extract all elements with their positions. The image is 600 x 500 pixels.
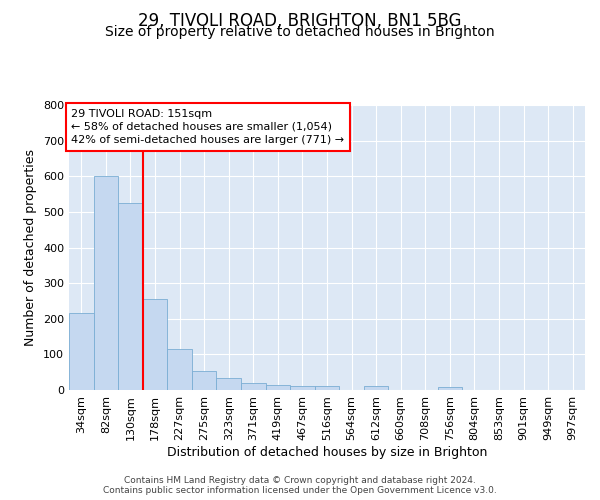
Bar [290,386,315,390]
Bar [241,383,266,390]
Text: Contains HM Land Registry data © Crown copyright and database right 2024.
Contai: Contains HM Land Registry data © Crown c… [103,476,497,495]
Bar [167,349,192,390]
Text: 29, TIVOLI ROAD, BRIGHTON, BN1 5BG: 29, TIVOLI ROAD, BRIGHTON, BN1 5BG [138,12,462,30]
Bar [315,386,339,390]
Bar [143,299,167,390]
Bar [69,314,94,390]
X-axis label: Distribution of detached houses by size in Brighton: Distribution of detached houses by size … [167,446,487,458]
Bar [217,378,241,390]
Y-axis label: Number of detached properties: Number of detached properties [25,149,37,346]
Bar [437,387,462,390]
Bar [118,203,143,390]
Bar [364,386,388,390]
Text: Size of property relative to detached houses in Brighton: Size of property relative to detached ho… [105,25,495,39]
Text: 29 TIVOLI ROAD: 151sqm
← 58% of detached houses are smaller (1,054)
42% of semi-: 29 TIVOLI ROAD: 151sqm ← 58% of detached… [71,108,344,145]
Bar [192,372,217,390]
Bar [266,384,290,390]
Bar [94,176,118,390]
